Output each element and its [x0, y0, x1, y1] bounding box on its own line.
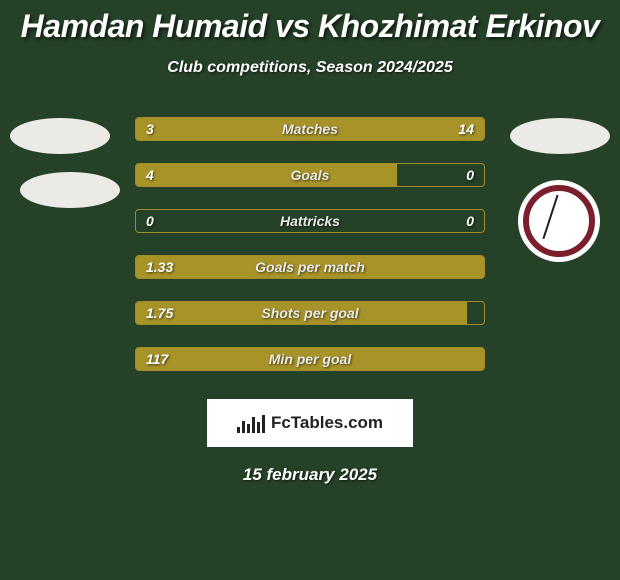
stat-label: Hattricks: [136, 210, 484, 232]
stat-value-right: 0: [466, 210, 474, 232]
brand-box: FcTables.com: [207, 399, 413, 447]
stat-label: Goals per match: [136, 256, 484, 278]
date-label: 15 february 2025: [0, 465, 620, 485]
stat-row: 1.33Goals per match: [135, 255, 485, 279]
stat-label: Goals: [136, 164, 484, 186]
stat-row: 0Hattricks0: [135, 209, 485, 233]
brand-bars-icon: [237, 413, 265, 433]
stat-value-right: 0: [466, 164, 474, 186]
brand-text: FcTables.com: [271, 413, 383, 433]
player-left-avatar-2: [20, 172, 120, 208]
stat-value-right: 14: [458, 118, 474, 140]
stat-label: Shots per goal: [136, 302, 484, 324]
stat-row: 3Matches14: [135, 117, 485, 141]
stat-label: Matches: [136, 118, 484, 140]
page-title: Hamdan Humaid vs Khozhimat Erkinov: [0, 8, 620, 45]
subtitle: Club competitions, Season 2024/2025: [0, 59, 620, 77]
stat-row: 1.75Shots per goal: [135, 301, 485, 325]
player-right-avatar: [510, 118, 610, 154]
stat-label: Min per goal: [136, 348, 484, 370]
player-left-avatar: [10, 118, 110, 154]
stat-row: 117Min per goal: [135, 347, 485, 371]
stat-row: 4Goals0: [135, 163, 485, 187]
club-badge: [518, 180, 600, 262]
